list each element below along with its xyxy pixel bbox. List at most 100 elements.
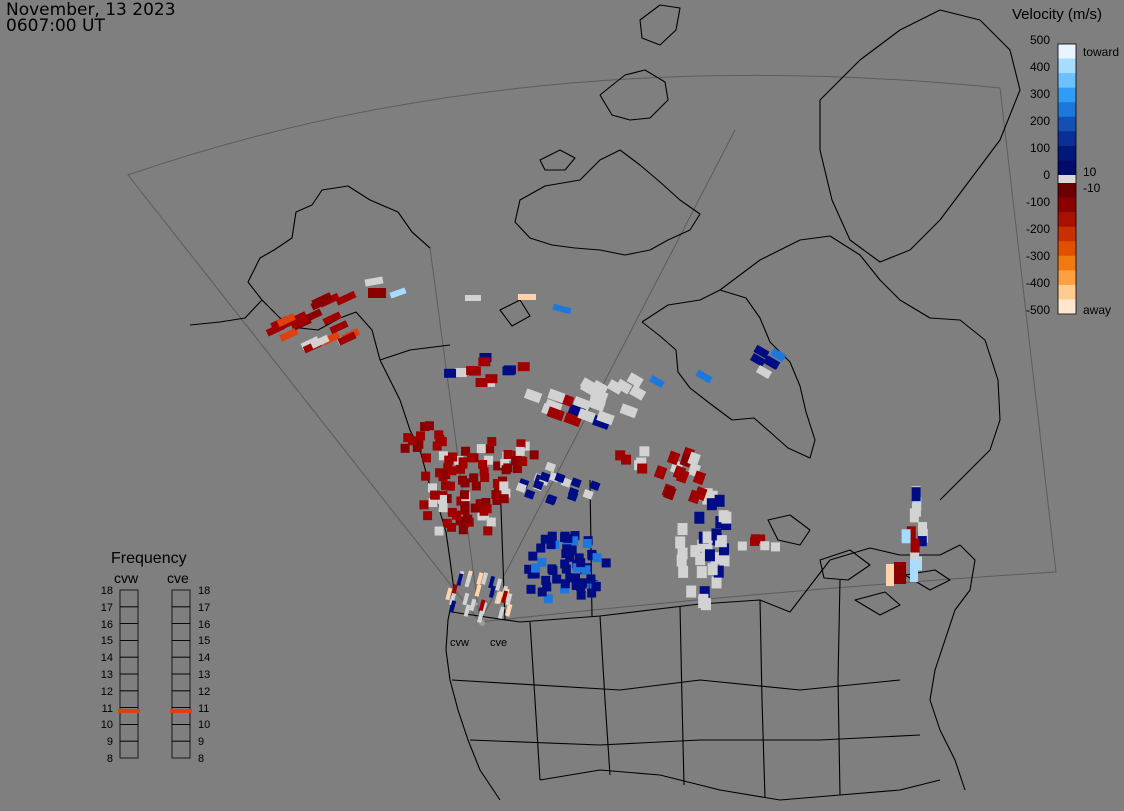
colorbar-toward-segment (1058, 116, 1076, 132)
inner-pos-label: 10 (1083, 165, 1097, 179)
velocity-echo (653, 465, 668, 480)
velocity-echo (449, 592, 457, 606)
site-label-cve: cve (490, 637, 508, 649)
velocity-echo (548, 565, 558, 575)
frequency-cell (119, 640, 139, 658)
velocity-echo (515, 446, 525, 456)
velocity-echo (337, 331, 357, 346)
velocity-echo (750, 534, 760, 544)
velocity-echo (672, 465, 687, 480)
velocity-echo (713, 565, 724, 578)
colorbar-away-segment (1058, 299, 1076, 315)
colorbar-tick-label: 400 (1029, 60, 1050, 74)
velocity-echo (516, 439, 526, 449)
velocity-echo (470, 503, 480, 513)
velocity-echo (460, 500, 470, 510)
velocity-echo (478, 357, 491, 367)
velocity-echo (561, 564, 571, 574)
velocity-echo (718, 510, 729, 523)
velocity-echo (690, 545, 701, 558)
colorbar-zero-segment (1058, 175, 1076, 183)
velocity-echo (495, 578, 503, 592)
frequency-level-label: 16 (198, 618, 211, 631)
frequency-cell (171, 690, 191, 708)
velocity-echo (447, 522, 457, 532)
velocity-echo (463, 604, 471, 617)
velocity-echo (537, 557, 547, 567)
velocity-echo (592, 553, 602, 563)
velocity-echo (639, 446, 650, 457)
velocity-echo (500, 458, 510, 468)
velocity-echo (505, 604, 513, 617)
velocity-echo (540, 534, 550, 544)
velocity-echo (432, 441, 442, 451)
frequency-level-label: 12 (100, 685, 113, 698)
velocity-echo (479, 467, 489, 477)
frequency-panel (118, 589, 192, 759)
velocity-echo (678, 565, 689, 578)
velocity-echo (676, 554, 687, 567)
frequency-level-label: 9 (198, 736, 205, 749)
velocity-echo (461, 446, 471, 456)
velocity-echo (430, 490, 440, 500)
colorbar-tick-label: -100 (1025, 195, 1050, 209)
velocity-echo (463, 514, 473, 524)
velocity-echo (503, 463, 513, 473)
velocity-echo (424, 421, 434, 431)
velocity-echo (420, 422, 430, 432)
velocity-echo (901, 529, 911, 544)
velocity-echo (421, 471, 431, 481)
velocity-echo (562, 544, 572, 554)
velocity-echo (428, 498, 438, 508)
colorbar-toward-segment (1058, 131, 1076, 147)
velocity-echo (578, 578, 588, 588)
velocity-echo (526, 584, 536, 594)
velocity-echo (567, 491, 579, 502)
velocity-echo (469, 598, 477, 612)
velocity-echo (694, 511, 705, 524)
velocity-echo (581, 565, 591, 575)
velocity-echo (710, 552, 721, 565)
velocity-echo (503, 449, 513, 459)
velocity-echo (531, 563, 541, 573)
velocity-echo (711, 576, 722, 589)
velocity-echo (499, 494, 509, 504)
velocity-echo (400, 443, 410, 453)
velocity-echo (615, 378, 633, 395)
velocity-echo (663, 485, 677, 501)
velocity-echo (721, 518, 732, 531)
frequency-cell (119, 589, 139, 608)
velocity-echo (587, 549, 597, 559)
velocity-echo (441, 481, 451, 491)
velocity-echo (412, 442, 422, 452)
velocity-echo (465, 295, 481, 301)
velocity-echo (441, 469, 451, 479)
velocity-echo (475, 378, 488, 388)
frequency-cell (171, 673, 191, 692)
velocity-echo (918, 522, 928, 537)
velocity-echo (455, 516, 465, 526)
velocity-echo (458, 525, 468, 535)
velocity-echo (310, 334, 330, 349)
velocity-echo (621, 454, 632, 465)
frequency-level-label: 14 (198, 652, 211, 665)
velocity-echo (466, 366, 479, 376)
velocity-echo (419, 500, 429, 510)
colorbar-away-segment (1058, 255, 1076, 271)
frequency-level-label: 12 (198, 685, 211, 698)
velocity-echo (501, 590, 509, 604)
velocity-echo (329, 320, 349, 335)
velocity-echo (311, 292, 333, 308)
velocity-echo (707, 563, 718, 576)
velocity-colorbar (1057, 43, 1077, 315)
velocity-echo (601, 558, 611, 568)
velocity-echo (697, 539, 708, 552)
velocity-echo (570, 477, 582, 488)
colorbar-away-segment (1058, 183, 1076, 199)
velocity-echo (479, 506, 489, 516)
velocity-echo (687, 489, 702, 505)
velocity-echo (437, 494, 447, 504)
velocity-echo (563, 412, 582, 428)
velocity-echo (445, 481, 455, 491)
